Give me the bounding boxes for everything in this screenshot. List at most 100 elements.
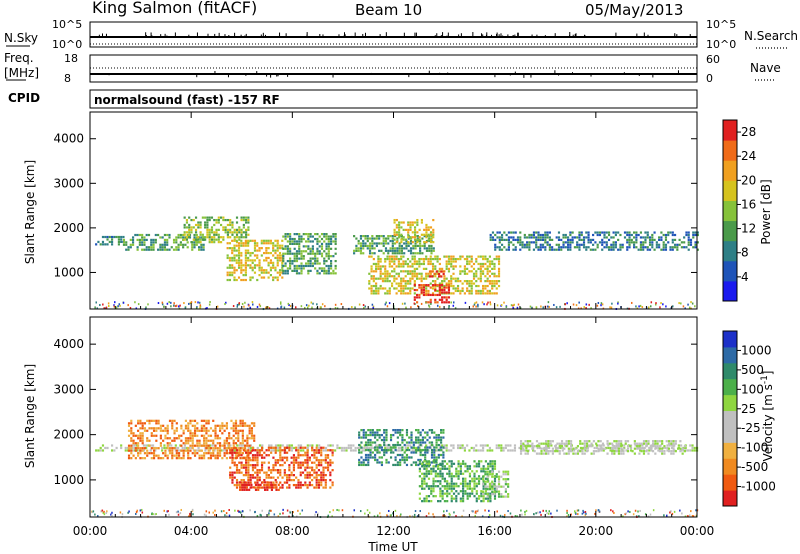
echo-cell: [291, 259, 294, 263]
echo-cell: [291, 252, 294, 255]
echo-cell: [208, 216, 211, 219]
echo-cell: [213, 238, 216, 241]
echo-cell: [633, 243, 636, 246]
echo-cell: [482, 465, 485, 468]
echo-cell: [200, 424, 203, 427]
echo-cell: [443, 286, 446, 289]
echo-cell: [251, 301, 254, 304]
echo-cell: [139, 434, 142, 437]
echo-cell: [242, 264, 245, 267]
echo-cell: [554, 450, 557, 453]
echo-cell: [231, 223, 234, 227]
echo-cell: [168, 248, 171, 251]
echo-cell: [220, 510, 223, 513]
echo-cell: [491, 480, 494, 483]
echo-cell: [497, 262, 501, 266]
echo-cell: [500, 493, 503, 496]
echo-cell: [533, 445, 536, 448]
echo-cell: [203, 442, 206, 445]
echo-cell: [389, 247, 392, 250]
echo-cell: [362, 239, 365, 243]
echo-cell: [378, 249, 381, 252]
echo-cell: [424, 431, 427, 434]
echo-cell: [249, 446, 253, 450]
echo-cell: [523, 243, 526, 246]
echo-cell: [312, 302, 314, 305]
echo-cell: [423, 472, 426, 475]
echo-cell: [325, 259, 328, 263]
echo-cell: [237, 432, 240, 435]
echo-cell: [265, 474, 268, 477]
echo-cell: [472, 275, 476, 278]
echo-cell: [207, 447, 210, 450]
echo-cell: [524, 440, 527, 443]
echo-cell: [507, 483, 510, 486]
echo-cell: [437, 465, 440, 468]
echo-cell: [369, 448, 372, 452]
echo-cell: [412, 443, 415, 447]
echo-cell: [254, 459, 257, 462]
echo-cell: [162, 424, 165, 427]
echo-cell: [135, 512, 137, 515]
echo-cell: [547, 452, 550, 455]
echo-cell: [484, 287, 487, 290]
echo-cell: [362, 235, 365, 238]
echo-cell: [441, 444, 444, 447]
echo-cell: [544, 450, 548, 453]
echo-cell: [245, 474, 248, 477]
echo-cell: [139, 439, 142, 442]
echo-cell: [320, 252, 324, 255]
echo-cell: [420, 262, 423, 266]
echo-cell: [626, 248, 629, 251]
echo-cell: [528, 243, 531, 246]
echo-cell: [413, 221, 417, 224]
echo-cell: [191, 439, 194, 442]
echo-cell: [482, 470, 485, 473]
echo-cell: [322, 446, 325, 449]
echo-cell: [193, 241, 196, 244]
echo-cell: [392, 443, 395, 447]
echo-cell: [248, 424, 251, 427]
echo-cell: [404, 275, 407, 278]
echo-cell: [130, 422, 133, 425]
echo-cell: [519, 238, 522, 242]
echo-cell: [679, 447, 682, 450]
echo-cell: [696, 248, 699, 251]
echo-cell: [607, 446, 610, 450]
echo-cell: [187, 422, 190, 425]
echo-cell: [320, 267, 324, 270]
echo-cell: [224, 218, 227, 222]
echo-cell: [329, 474, 332, 477]
echo-cell: [567, 452, 570, 455]
echo-cell: [245, 456, 248, 459]
echo-cell: [430, 249, 433, 252]
echo-cell: [482, 497, 485, 500]
echo-cell: [414, 244, 417, 248]
echo-cell: [452, 301, 455, 304]
echo-cell: [579, 446, 583, 450]
echo-cell: [583, 306, 585, 309]
echo-cell: [299, 461, 302, 464]
echo-cell: [432, 487, 435, 490]
echo-cell: [538, 442, 541, 445]
echo-cell: [414, 438, 418, 442]
frequency-strip: Freq. [MHz] 18 8 60 0 Nave: [4, 51, 781, 85]
echo-cell: [399, 443, 402, 447]
echo-cell: [189, 439, 192, 442]
echo-cell: [108, 305, 110, 308]
echo-cell: [210, 228, 214, 231]
echo-cell: [507, 485, 510, 488]
echo-cell: [377, 292, 380, 295]
echo-cell: [202, 248, 205, 251]
echo-cell: [390, 275, 394, 278]
echo-cell: [442, 456, 445, 459]
echo-cell: [139, 457, 142, 460]
echo-cell: [368, 247, 372, 250]
echo-cell: [459, 490, 462, 493]
echo-cell: [605, 246, 608, 249]
echo-cell: [191, 442, 194, 445]
echo-cell: [391, 239, 394, 243]
echo-cell: [448, 465, 451, 468]
echo-cell: [538, 445, 541, 448]
echo-cell: [330, 272, 333, 275]
